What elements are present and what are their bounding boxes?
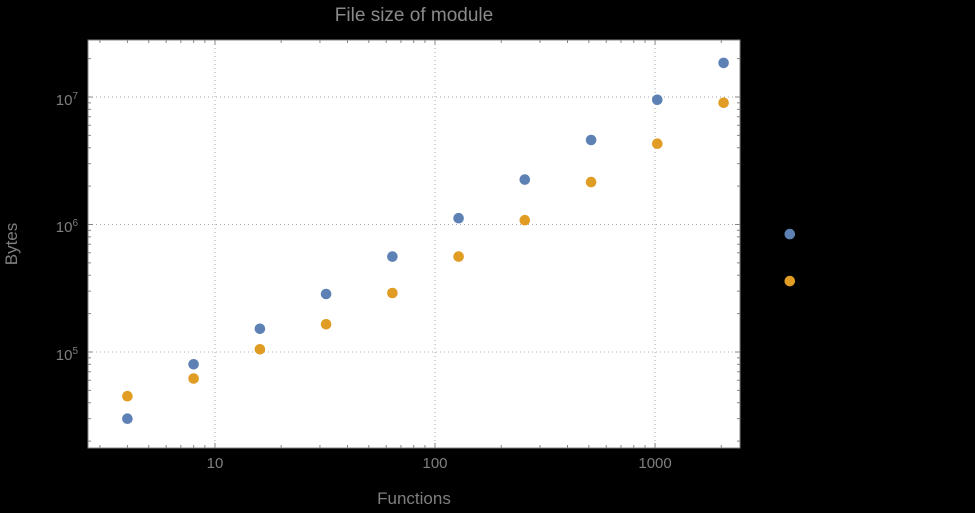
- data-point-orange: [320, 319, 332, 330]
- y-tick-label: 106: [55, 218, 78, 237]
- data-point-orange: [519, 214, 531, 226]
- data-point-blue: [453, 212, 464, 224]
- data-point-blue: [387, 251, 398, 262]
- data-point-orange: [585, 176, 597, 188]
- x-axis-label: Functions: [377, 489, 451, 508]
- data-point-blue: [122, 413, 133, 425]
- data-point-orange: [254, 344, 266, 355]
- data-point-blue: [519, 174, 531, 185]
- data-point-orange: [784, 275, 796, 287]
- chart-title: File size of module: [334, 5, 494, 26]
- data-point-orange: [188, 373, 199, 384]
- data-point-blue: [320, 288, 332, 300]
- y-tick-label: 105: [55, 345, 78, 364]
- y-tick-label: 107: [55, 90, 78, 109]
- data-point-blue: [188, 359, 199, 370]
- x-tick-label: 100: [422, 455, 448, 472]
- x-tick-label: 1000: [638, 455, 672, 472]
- data-point-blue: [254, 323, 266, 335]
- data-point-orange: [122, 390, 133, 402]
- data-point-orange: [718, 97, 729, 109]
- data-point-orange: [453, 251, 464, 262]
- data-point-blue: [784, 228, 796, 240]
- data-point-orange: [387, 287, 398, 299]
- x-tick-label: 10: [206, 455, 224, 472]
- plot-panel: [88, 40, 740, 448]
- data-point-blue: [585, 134, 597, 146]
- data-point-blue: [652, 94, 663, 106]
- data-point-orange: [652, 138, 663, 149]
- data-point-blue: [718, 57, 729, 69]
